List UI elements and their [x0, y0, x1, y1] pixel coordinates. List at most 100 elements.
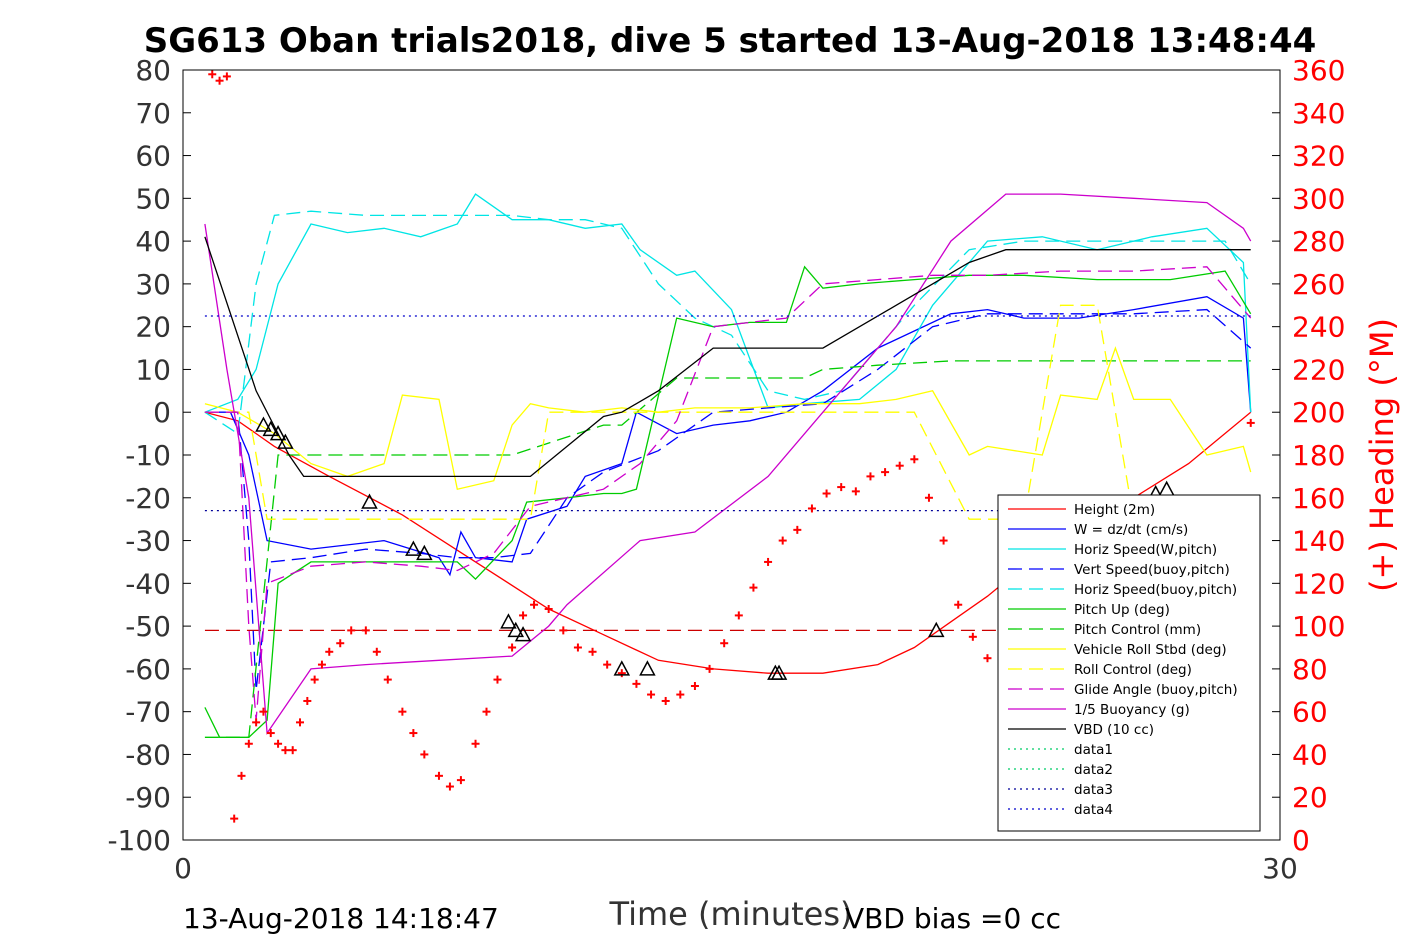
heading-marker [519, 611, 528, 620]
heading-marker [954, 600, 963, 609]
triangle-marker [613, 660, 631, 676]
triangle-marker [277, 433, 294, 449]
heading-marker [851, 487, 860, 496]
y-right-tick-label: 180 [1292, 439, 1345, 472]
legend-label: Horiz Speed(buoy,pitch) [1074, 582, 1237, 598]
y-left-tick-label: -70 [125, 696, 171, 729]
heading-marker [237, 771, 246, 780]
heading-marker [968, 632, 977, 641]
legend-label: Glide Angle (buoy,pitch) [1074, 682, 1238, 698]
legend-label: Roll Control (deg) [1074, 662, 1192, 678]
heading-marker [208, 70, 217, 79]
heading-marker [361, 626, 370, 635]
heading-marker [310, 675, 319, 684]
heading-marker [661, 696, 670, 705]
legend-label: data2 [1074, 762, 1113, 778]
y-right-tick-label: 40 [1292, 738, 1328, 771]
heading-marker [372, 647, 381, 656]
heading-marker [288, 746, 297, 755]
legend-box [997, 494, 1261, 832]
triangle-marker [269, 425, 287, 441]
legend-label: W = dz/dt (cm/s) [1074, 522, 1188, 538]
series-line-w-dz-dt-cm-s [204, 296, 1252, 577]
y-left-tick-label: -30 [125, 525, 171, 558]
y-left-tick-label: -60 [125, 653, 171, 686]
legend-label: data3 [1074, 782, 1113, 798]
heading-marker [281, 746, 290, 755]
triangle-marker [416, 544, 433, 561]
heading-marker [764, 557, 773, 566]
heading-marker [303, 696, 312, 705]
x-axis-label: Time (minutes) [609, 895, 853, 933]
heading-marker [434, 771, 443, 780]
series-line-roll-control-deg [204, 304, 1251, 520]
legend-label: VBD (10 cc) [1074, 722, 1154, 738]
y-right-tick-label: 260 [1292, 268, 1345, 301]
heading-marker [230, 814, 239, 823]
y-right-tick-label: 60 [1292, 696, 1328, 729]
chart-legend: Height (2m) W = dz/dt (cm/s) Horiz Speed(W… [997, 494, 1261, 832]
series-line-1-5-buoyancy-g [204, 193, 1252, 735]
series-line-vert-speed-buoy-pitch [204, 308, 1252, 691]
heading-marker [508, 643, 517, 652]
y-left-tick-label: -20 [125, 482, 171, 515]
heading-marker [215, 76, 224, 85]
y-right-tick-label: 240 [1292, 311, 1345, 344]
y-right-tick-label: 200 [1292, 396, 1345, 429]
heading-marker [881, 468, 890, 477]
heading-marker [822, 489, 831, 498]
heading-marker [647, 690, 656, 699]
heading-marker [617, 669, 626, 678]
legend-label: Pitch Up (deg) [1074, 602, 1170, 618]
heading-marker [588, 647, 597, 656]
heading-marker [420, 750, 429, 759]
y-right-tick-label: 160 [1292, 482, 1345, 515]
heading-marker [493, 675, 502, 684]
triangle-marker [255, 416, 272, 432]
heading-marker [720, 639, 729, 648]
heading-marker [603, 660, 612, 669]
heading-marker [910, 455, 919, 464]
legend-label: Height (2m) [1074, 502, 1155, 518]
series-line-glide-angle-buoy-pitch [204, 266, 1252, 721]
y-right-tick-label: 280 [1292, 225, 1345, 258]
heading-marker [336, 639, 345, 648]
heading-marker [837, 483, 846, 492]
heading-marker [266, 729, 275, 738]
heading-marker [632, 679, 641, 688]
y-right-tick-label: 320 [1292, 140, 1345, 173]
heading-marker [895, 461, 904, 470]
x-tick-label: 30 [1262, 852, 1298, 885]
heading-marker [445, 782, 454, 791]
heading-marker [690, 682, 699, 690]
heading-marker [317, 660, 326, 669]
heading-marker [734, 611, 743, 620]
legend-label: data1 [1074, 742, 1113, 758]
legend-label: data4 [1074, 802, 1113, 818]
y-left-tick-label: 80 [135, 54, 171, 87]
y-left-tick-label: 10 [135, 353, 171, 386]
series-line-vbd-10-cc [204, 236, 1251, 478]
heading-marker [559, 626, 568, 635]
footer-vbd-bias: VBD bias =0 cc [845, 902, 1061, 935]
heading-marker [807, 504, 816, 513]
chart-title: SG613 Oban trials2018, dive 5 started 13… [144, 21, 1317, 61]
triangle-marker [507, 621, 525, 638]
series-line-pitch-control-mm [204, 360, 1251, 738]
heading-marker [793, 525, 802, 534]
y-right-tick-label: 20 [1292, 781, 1328, 814]
heading-marker [749, 583, 758, 592]
y-right-tick-label: 340 [1292, 97, 1345, 130]
legend-label: Pitch Control (mm) [1074, 622, 1201, 638]
y-left-tick-label: 0 [153, 396, 171, 429]
y-left-tick-label: 70 [135, 97, 171, 130]
heading-marker [296, 718, 305, 727]
heading-marker [383, 675, 392, 684]
triangle-marker [928, 621, 945, 638]
triangle-marker [405, 540, 422, 556]
y-right-tick-label: 80 [1292, 653, 1328, 686]
heading-marker [456, 776, 465, 785]
y-right-tick-label: 100 [1292, 610, 1345, 643]
